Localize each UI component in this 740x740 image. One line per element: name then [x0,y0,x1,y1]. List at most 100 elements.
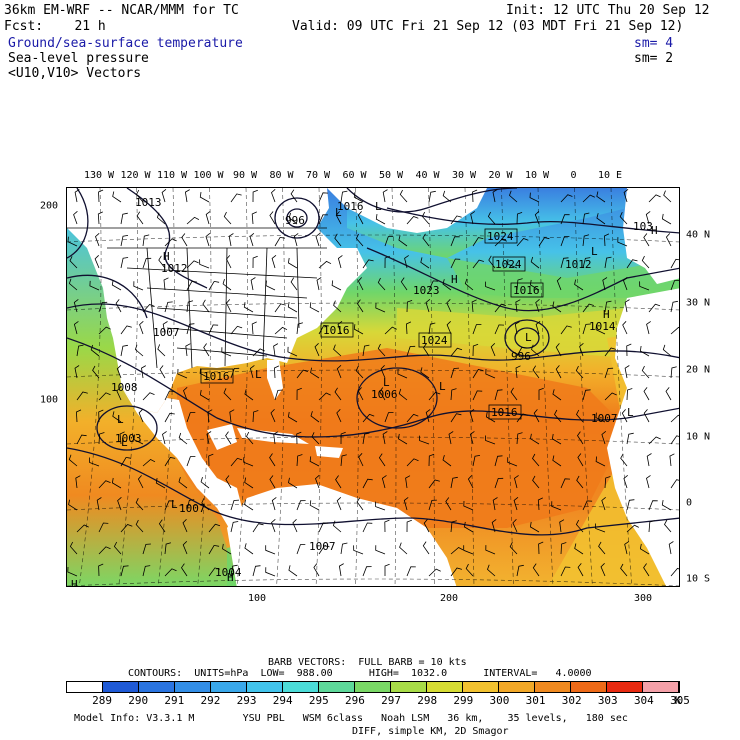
colorbar-swatch [571,682,607,692]
wind-barb [487,211,496,225]
wind-barb [492,497,498,511]
wind-barb [157,344,166,357]
meridian-line [355,188,359,586]
wind-barb [670,258,679,269]
wind-barb [604,256,612,269]
wind-barb [186,216,200,225]
wind-barb [353,192,364,203]
wind-barb [582,194,595,203]
wind-barb [338,563,344,577]
central-america-land [122,388,242,528]
isobar-value-label: 1003 [115,432,142,445]
model-title: 36km EM-WRF -- NCAR/MMM for TC [4,3,239,18]
colorbar-swatch [175,682,211,692]
wind-barb [139,321,144,335]
wind-barb [333,344,342,357]
wind-barb [398,235,408,247]
wind-barb [574,279,584,291]
wind-barb [507,259,518,269]
isobar-value-label: 996 [285,214,305,227]
wind-barb [494,455,503,467]
wind-barb [554,409,562,423]
wind-barb [577,563,584,577]
wind-barb [292,519,298,533]
grid-x-label: 100 [247,593,267,604]
wind-barb [164,568,177,577]
wind-barb [76,391,88,401]
wind-barb [243,302,254,313]
wind-barb [355,366,364,379]
colorbar-swatch [103,682,139,692]
isobar-value-label: 1024 [484,228,518,244]
svg-text:1016: 1016 [203,370,230,383]
wind-barb [119,431,125,445]
wind-barb [73,321,79,335]
valid-time: Valid: 09 UTC Fri 21 Sep 12 (03 MDT Fri … [292,19,684,34]
wind-barb [624,299,630,313]
wind-barb [225,431,232,445]
wind-barb [595,523,606,533]
wind-barb [183,387,188,401]
colorbar-tick-label: 296 [345,694,365,707]
wind-barb [201,498,210,511]
svg-text:1007: 1007 [309,540,336,553]
political-boundaries [67,227,327,369]
longitude-label: 0 [570,170,577,181]
wind-barb [98,189,104,203]
wind-barb [141,365,147,379]
wind-barb [670,414,679,423]
wind-barb [362,432,370,445]
wind-barb [485,411,496,423]
meridian-line [574,188,593,586]
wind-barb [98,432,105,445]
svg-text:996: 996 [511,350,531,363]
isobar-value-label: 1007 [179,502,206,515]
wind-barb [534,211,540,225]
wind-barb [206,431,212,445]
wind-barb [670,366,677,379]
wind-barb [463,500,474,511]
isobar-labels: 1013 996 1016 1012 1024 1024 1016 1012 1023 1016 1… [111,196,653,579]
wind-barb [243,457,254,467]
wind-barb [471,299,477,313]
colorbar-swatch [391,682,427,692]
colorbar-tick-label: 293 [236,694,257,707]
isobar-value-label: 1016 [200,368,234,384]
colorbar-swatch [643,682,679,692]
wind-barb [485,435,496,445]
wind-barb [533,409,540,423]
wind-barb [117,496,122,511]
wind-barb [142,543,151,555]
wind-barb [274,303,286,313]
isobar-value-label: 1006 [371,388,398,401]
wind-barb [207,409,213,423]
wind-barb [422,233,430,247]
wind-barb [288,477,298,489]
wind-barb [577,453,584,467]
wind-barb [668,541,674,555]
wind-barb [331,280,342,291]
wind-barb [509,190,518,203]
wind-barb [137,475,144,489]
wind-barb [334,387,342,401]
smoothing-2: sm= 2 [634,51,674,66]
wind-barb [136,189,144,203]
wind-barb [575,519,584,533]
wind-barb [252,410,259,423]
colorbar-swatch [319,682,355,692]
wind-barb [73,299,79,313]
wind-barb [269,211,276,225]
svg-text:1012: 1012 [565,258,592,271]
longitude-label: 10 E [597,170,623,181]
wind-barb [664,519,672,533]
wind-barb [420,367,430,379]
meridian-line [197,188,212,586]
wind-barb [384,412,394,423]
wind-barb [516,346,527,357]
wind-barb [75,475,81,489]
wind-barb [669,453,675,467]
wind-barb [639,543,650,555]
high-pressure-center: H [227,571,234,584]
wind-barb [186,323,195,335]
wind-barb [595,456,606,467]
